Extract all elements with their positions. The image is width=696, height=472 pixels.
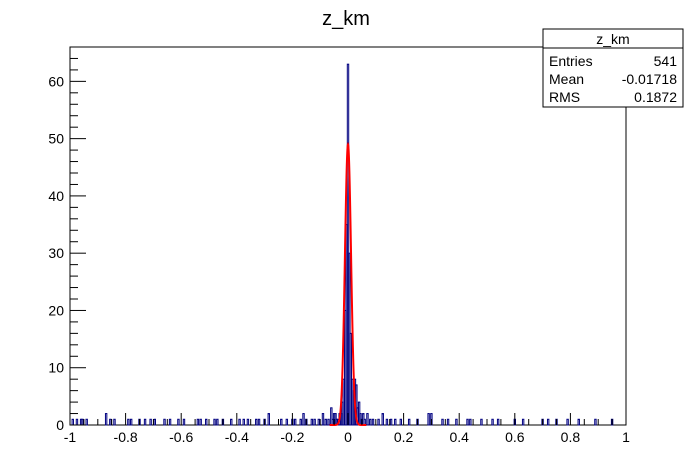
histogram-bin <box>104 413 108 426</box>
histogram-bin <box>466 418 469 426</box>
histogram-bin <box>242 418 245 426</box>
histogram-bin <box>75 418 79 426</box>
histogram-bin <box>455 418 458 426</box>
histogram-bin <box>285 418 289 426</box>
histogram-bin <box>199 418 202 426</box>
x-tick-label: -0.8 <box>114 429 138 445</box>
histogram-bin <box>446 418 450 426</box>
histogram-bin <box>577 418 580 426</box>
histogram-bin <box>313 418 316 426</box>
histogram-bin <box>238 418 241 426</box>
histogram-bin <box>317 418 321 426</box>
y-tick-label: 0 <box>56 417 64 433</box>
x-tick-label: -0.6 <box>169 429 193 445</box>
histogram-bin <box>324 418 327 426</box>
y-tick-label: 10 <box>48 360 64 376</box>
histogram-bin <box>299 418 302 426</box>
gaussian-fit-curve <box>329 141 367 426</box>
histogram-bin <box>163 418 166 426</box>
histogram-bin <box>246 418 250 426</box>
histogram-bin <box>310 418 314 426</box>
histogram-bin <box>129 418 133 426</box>
histogram-bin <box>566 418 569 426</box>
histogram-bin <box>143 418 147 426</box>
y-tick-label: 20 <box>48 302 64 318</box>
stats-rms-value: 0.1872 <box>634 89 677 105</box>
histogram-bin <box>389 418 393 426</box>
histogram-bin <box>257 418 261 426</box>
x-tick-label: 0 <box>344 429 352 445</box>
histogram-bin <box>366 413 369 426</box>
histogram-bin <box>521 418 525 426</box>
histogram-bin <box>399 418 403 426</box>
histogram-bin <box>381 413 384 426</box>
y-tick-label: 40 <box>48 188 64 204</box>
stats-rms-label: RMS <box>549 89 580 105</box>
x-tick-label: 0.4 <box>449 429 469 445</box>
histogram-bin <box>71 418 74 426</box>
x-tick-label: -0.4 <box>225 429 249 445</box>
histogram-bin <box>394 418 397 426</box>
y-tick-label: 30 <box>48 245 64 261</box>
histogram-bin <box>81 418 84 426</box>
histogram-bin <box>369 418 372 426</box>
histogram-bin <box>177 418 180 426</box>
histogram-bin <box>480 418 483 426</box>
x-tick-label: 0.2 <box>394 429 414 445</box>
histogram-bin <box>321 413 325 426</box>
histogram-bin <box>216 418 219 426</box>
histogram-bin <box>407 418 411 426</box>
stats-box-title: z_km <box>596 31 629 47</box>
x-tick-label: 0.8 <box>561 429 581 445</box>
stats-entries-label: Entries <box>549 53 593 69</box>
histogram-bin <box>546 418 550 426</box>
x-tick-label: 0.6 <box>505 429 525 445</box>
stats-entries-value: 541 <box>654 53 678 69</box>
stats-mean-label: Mean <box>549 71 584 87</box>
histogram-bin <box>168 418 172 426</box>
histogram-bin <box>205 418 208 426</box>
histogram-bin <box>302 413 305 426</box>
x-axis: -1 -0.8 -0.6 -0.4 -0.2 0 0.2 0.4 0.6 0.8 1 <box>64 413 630 445</box>
histogram-bin <box>196 418 200 426</box>
x-tick-label: 1 <box>622 429 630 445</box>
histogram-bin <box>113 418 116 426</box>
histogram-bin <box>213 418 216 426</box>
histogram-bin <box>385 418 389 426</box>
histogram-bin <box>153 418 156 426</box>
histogram-bin <box>149 418 152 426</box>
y-axis: 0 10 20 30 40 50 60 <box>48 46 86 433</box>
histogram-bin <box>441 418 444 426</box>
chart-title: z_km <box>322 8 370 30</box>
histogram-bin <box>182 418 186 426</box>
histogram-bin <box>427 413 430 426</box>
histogram-bin <box>496 418 500 426</box>
histogram-bin <box>280 418 283 426</box>
histogram-bin <box>267 413 270 426</box>
y-tick-label: 60 <box>48 73 64 89</box>
histogram-bin <box>230 418 233 426</box>
x-tick-label: -1 <box>64 429 77 445</box>
histogram-bin <box>293 418 297 426</box>
histogram-bin <box>491 418 494 426</box>
stats-mean-value: -0.01718 <box>622 71 677 87</box>
histogram-bin <box>377 418 380 426</box>
histogram-bin <box>109 418 112 426</box>
y-tick-label: 50 <box>48 131 64 147</box>
histogram-bin <box>85 418 88 426</box>
stats-box: z_km Entries 541 Mean -0.01718 RMS 0.187… <box>542 28 684 108</box>
histogram-bin <box>327 418 330 426</box>
histogram-bin <box>371 418 375 426</box>
histogram-bin <box>469 418 472 426</box>
histogram-bin <box>594 418 597 426</box>
histogram-bin <box>255 418 258 426</box>
stats-box-frame <box>542 28 684 108</box>
x-tick-label: -0.2 <box>280 429 304 445</box>
histogram-bin <box>127 418 130 426</box>
